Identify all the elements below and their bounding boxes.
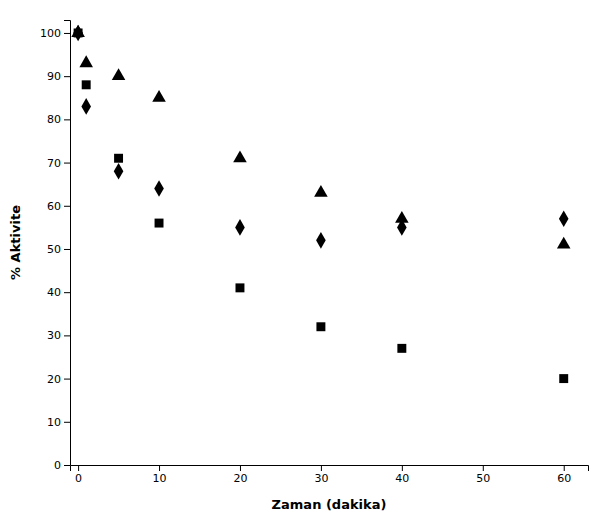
point [316,232,326,249]
y-tick-label: 20 [47,373,61,386]
point [114,154,123,163]
x-tick-label: 20 [233,472,247,485]
point [235,283,244,292]
y-tick-label: 30 [47,329,61,342]
point [154,180,164,197]
y-tick-label: 40 [47,286,61,299]
y-tick: 90 [47,70,70,83]
point [235,219,245,236]
point [81,98,91,115]
x-tick: 40 [395,465,409,485]
point [82,80,91,89]
point [112,68,126,80]
x-tick-mark [78,465,79,471]
point [316,322,325,331]
x-tick-mark [564,465,565,471]
x-tick-label: 40 [395,472,409,485]
y-tick-mark [64,119,70,120]
y-tick: 40 [47,286,70,299]
y-tick: 60 [47,200,70,213]
y-tick-mark [64,335,70,336]
y-tick-mark [64,422,70,423]
point [155,219,164,228]
y-tick-label: 0 [54,459,61,472]
y-tick-label: 90 [47,70,61,83]
y-tick: 50 [47,243,70,256]
x-tick: 20 [233,465,247,485]
y-tick-mark [64,33,70,34]
x-axis: 0 10 20 30 40 50 60 [71,465,589,485]
y-tick-label: 50 [47,243,61,256]
x-tick-label: 0 [75,472,82,485]
y-tick-mark [64,76,70,77]
point [79,55,93,67]
x-tick-mark [159,465,160,471]
x-tick: 50 [476,465,490,485]
y-tick: 70 [47,157,70,170]
y-tick: 0 [54,459,70,472]
y-tick: 20 [47,373,70,386]
point [314,185,328,197]
x-tick-mark [240,465,241,471]
series [73,25,568,249]
y-tick-label: 10 [47,416,61,429]
y-tick: 80 [47,113,70,126]
point [397,219,407,236]
plot: 0 10 20 30 40 50 60 0 10 20 30 40 50 60 70 80 90 100 [40,21,589,485]
point [233,150,247,162]
y-axis: 0 10 20 30 40 50 60 70 80 90 100 [40,21,71,473]
series [71,25,570,248]
x-tick: 60 [557,465,571,485]
x-tick-label: 30 [314,472,328,485]
x-tick-label: 50 [476,472,490,485]
y-tick-label: 70 [47,157,61,170]
y-tick-mark [64,465,70,466]
x-tick-label: 60 [557,472,571,485]
point [73,25,83,42]
x-tick: 0 [75,465,82,485]
x-axis-title: Zaman (dakika) [272,497,387,512]
x-tick: 10 [153,465,167,485]
y-tick: 30 [47,329,70,342]
points [71,25,570,383]
series [74,28,569,383]
y-tick-label: 100 [40,27,61,40]
point [152,90,166,102]
y-tick-label: 80 [47,113,61,126]
x-tick-mark [321,465,322,471]
point [559,374,568,383]
y-tick-mark [64,163,70,164]
y-tick-label: 60 [47,200,61,213]
y-axis-title: % Aktivite [8,205,23,280]
x-axis-line [71,466,589,472]
point [114,163,124,180]
point [557,237,571,249]
y-tick-mark [64,379,70,380]
y-tick: 10 [47,416,70,429]
y-tick-mark [64,206,70,207]
x-tick: 30 [314,465,328,485]
chart: 0 10 20 30 40 50 60 0 10 20 30 40 50 60 70 80 90 100 Zaman… [0,0,612,523]
y-tick: 100 [40,27,70,40]
x-tick-mark [402,465,403,471]
x-tick-label: 10 [153,472,167,485]
x-tick-mark [483,465,484,471]
y-tick-mark [64,292,70,293]
y-axis-line [64,21,71,466]
point [397,344,406,353]
point [559,210,569,227]
y-tick-mark [64,249,70,250]
